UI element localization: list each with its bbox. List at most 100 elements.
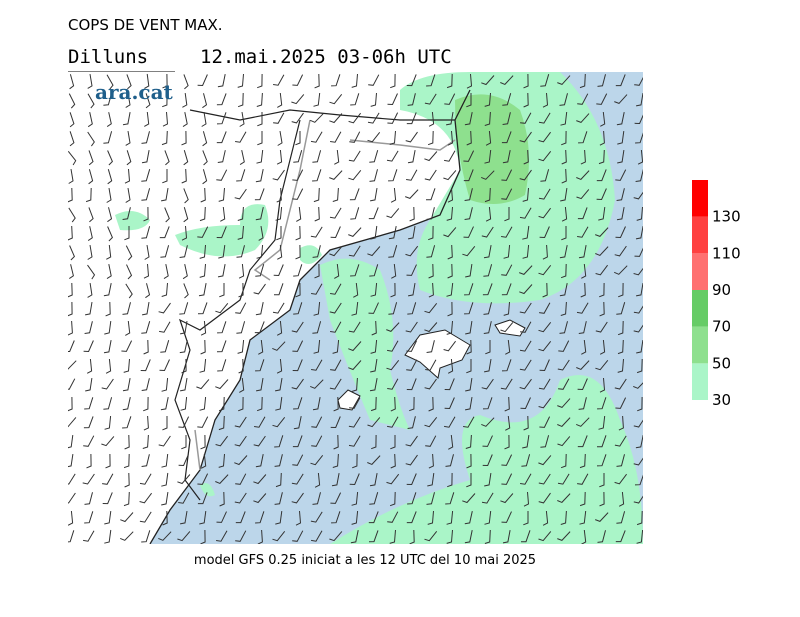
wind-barb: [599, 377, 606, 393]
wind-barb: [179, 245, 188, 258]
wind-barb: [125, 131, 131, 146]
wind-barb: [84, 321, 93, 334]
wind-barb: [580, 149, 586, 165]
wind-barb: [466, 73, 473, 89]
wind-barb: [201, 112, 207, 127]
legend-tick-label: 30: [712, 391, 731, 409]
wind-barb: [235, 302, 247, 314]
wind-barb: [313, 339, 321, 354]
wind-barb: [464, 302, 474, 315]
wind-barb: [125, 320, 131, 336]
wind-barb: [68, 187, 73, 203]
wind-barb: [197, 74, 208, 87]
wind-barb: [466, 359, 472, 374]
wind-barb: [313, 301, 321, 316]
wind-barb: [424, 169, 437, 181]
wind-barb: [561, 149, 567, 165]
wind-barb: [633, 267, 643, 276]
wind-barb: [407, 416, 416, 429]
wind-barb: [485, 130, 492, 146]
wind-barb: [542, 92, 549, 108]
wind-barb: [277, 131, 283, 146]
wind-barb: [428, 453, 434, 469]
wind-barb: [386, 359, 400, 371]
wind-barb: [182, 93, 188, 108]
wind-barb: [443, 170, 457, 181]
wind-barb: [370, 188, 378, 202]
wind-barb: [484, 187, 491, 203]
wind-barb: [85, 187, 92, 203]
wind-barb: [519, 284, 533, 295]
wind-barb: [387, 511, 399, 523]
wind-barb: [180, 378, 188, 392]
wind-barb: [158, 302, 171, 314]
wind-barb: [293, 264, 303, 277]
wind-barb: [330, 492, 342, 504]
wind-barb: [539, 359, 550, 372]
wind-barb: [368, 207, 379, 220]
wind-barb: [122, 302, 131, 315]
wind-barb: [145, 283, 151, 299]
wind-barb: [312, 169, 322, 182]
wind-barb: [348, 169, 362, 181]
wind-barb: [581, 529, 587, 544]
wind-barb: [85, 378, 93, 392]
wind-barb: [351, 377, 358, 392]
wind-barb: [387, 112, 399, 124]
wind-barb: [141, 131, 150, 144]
wind-barb: [465, 378, 473, 392]
wind-barb: [579, 453, 586, 469]
wind-barb: [141, 454, 150, 467]
wind-barb: [482, 454, 493, 467]
wind-barb: [179, 339, 188, 354]
wind-barb: [579, 491, 586, 507]
wind-barb: [293, 416, 302, 430]
wind-barb: [538, 397, 551, 409]
wind-barb: [180, 511, 188, 525]
wind-barb: [464, 112, 473, 126]
wind-barb: [481, 378, 494, 390]
wind-barb: [183, 283, 189, 299]
wind-barb: [348, 416, 361, 428]
wind-barb: [540, 169, 550, 182]
wind-barb: [272, 530, 286, 542]
legend-swatch: [692, 253, 708, 290]
wind-barb: [538, 207, 551, 219]
wind-barb: [635, 435, 643, 449]
wind-barb: [369, 473, 378, 487]
wind-barb: [466, 339, 472, 355]
wind-barb: [425, 188, 436, 201]
wind-barb: [348, 341, 362, 352]
wind-barb: [428, 263, 434, 279]
wind-barb: [616, 454, 625, 467]
wind-barb: [181, 168, 187, 184]
wind-barb: [145, 93, 151, 109]
wind-barb: [522, 435, 530, 449]
wind-barb: [121, 340, 133, 352]
wind-barb: [484, 473, 492, 487]
wind-barb: [557, 531, 571, 541]
wind-barb: [68, 378, 76, 390]
wind-barb: [615, 226, 626, 239]
wind-barb: [388, 302, 398, 315]
wind-barb: [599, 130, 605, 146]
wind-barb: [636, 529, 643, 544]
map-area: [68, 72, 643, 544]
wind-barb: [139, 492, 152, 504]
wind-barb: [405, 435, 418, 447]
wind-barb: [539, 226, 550, 239]
wind-barb: [106, 264, 112, 280]
wind-barb: [445, 454, 454, 467]
wind-barb: [217, 74, 226, 88]
wind-barb: [576, 360, 590, 370]
wind-barb: [273, 283, 284, 296]
wind-barb: [538, 150, 552, 162]
wind-barb: [616, 188, 625, 201]
wind-barb: [348, 227, 362, 237]
wind-barb: [181, 435, 187, 450]
wind-barb: [577, 207, 588, 220]
wind-barb: [85, 302, 93, 316]
wind-barb: [409, 396, 415, 412]
wind-barb: [447, 358, 454, 374]
